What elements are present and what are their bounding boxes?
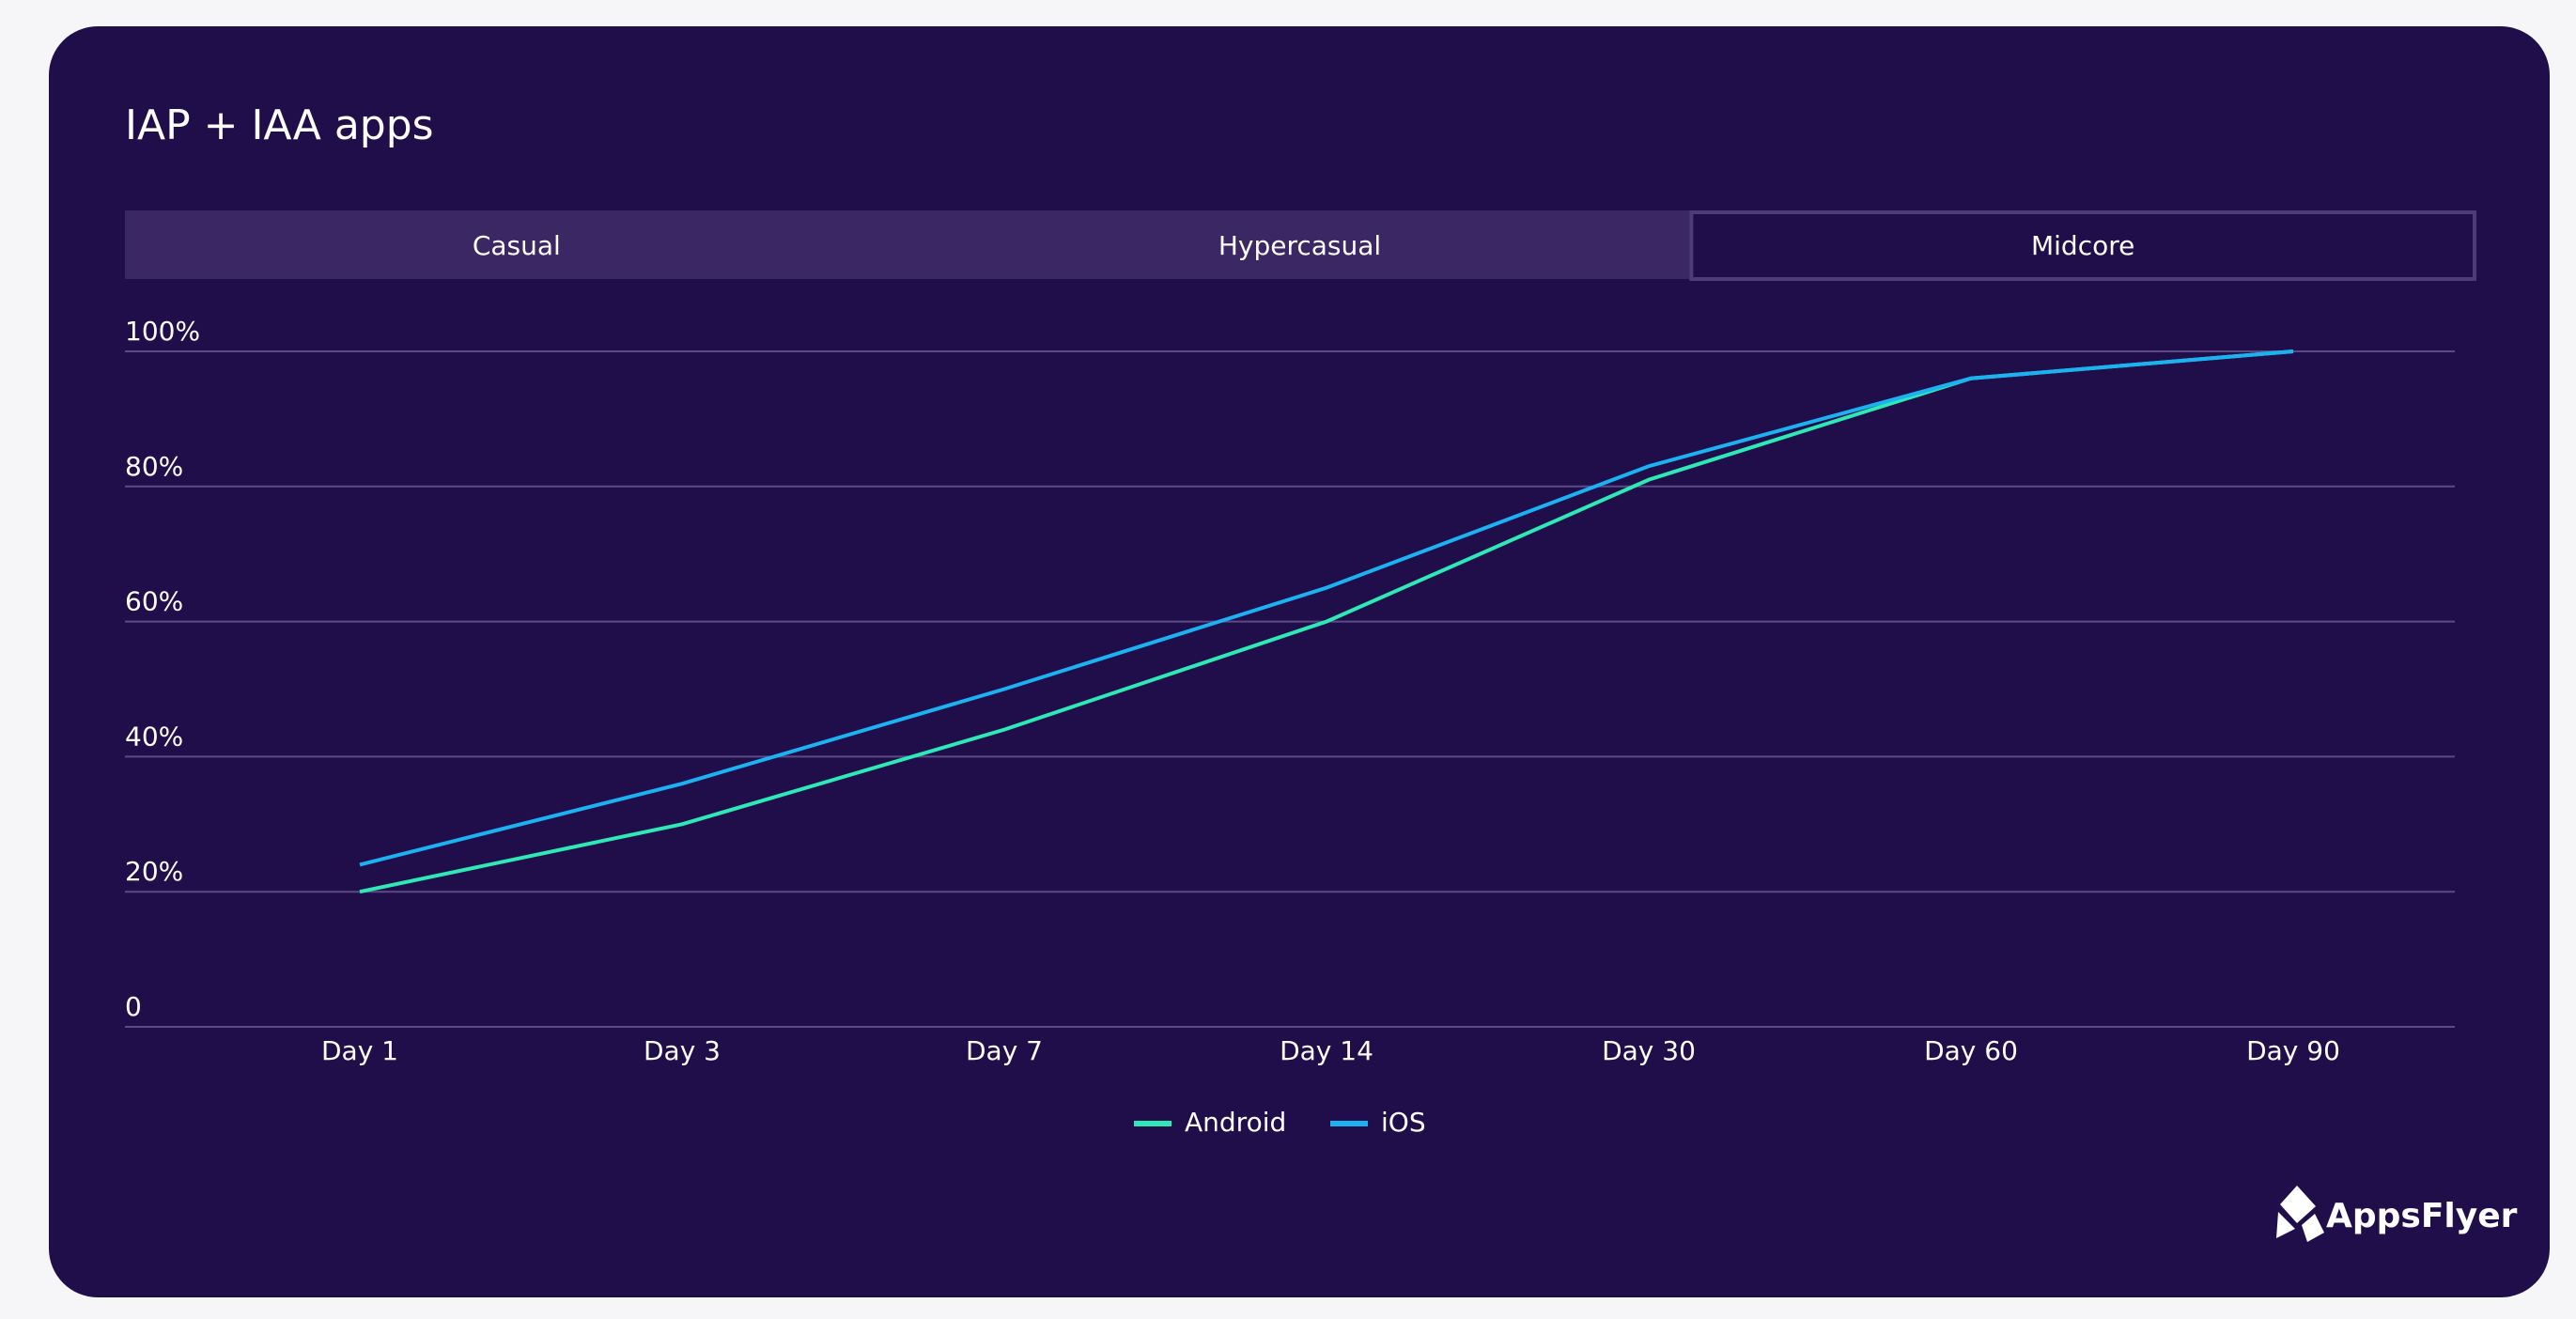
x-tick-label: Day 30 [1602, 1035, 1696, 1066]
y-tick-label: 0 [125, 991, 142, 1022]
y-tick-label: 20% [125, 856, 183, 887]
y-tick-label: 40% [125, 721, 183, 752]
tab-label[interactable]: Midcore [2031, 230, 2134, 261]
x-tick-label: Day 14 [1280, 1035, 1373, 1066]
x-tick-label: Day 60 [1924, 1035, 2018, 1066]
chart-title: IAP + IAA apps [125, 101, 434, 149]
y-tick-label: 80% [125, 451, 183, 482]
x-tick-label: Day 7 [966, 1035, 1043, 1066]
logo-text: AppsFlyer [2326, 1197, 2518, 1235]
x-tick-label: Day 1 [321, 1035, 398, 1066]
y-tick-label: 100% [125, 316, 200, 347]
legend-label: Android [1185, 1107, 1286, 1138]
line-series [359, 349, 2294, 867]
tab-label[interactable]: Casual [473, 230, 561, 261]
legend-label: iOS [1381, 1107, 1426, 1138]
y-tick-label: 60% [125, 586, 183, 617]
card [49, 26, 2550, 1297]
tab-active[interactable] [1689, 210, 2477, 281]
tab-label[interactable]: Hypercasual [1218, 230, 1381, 261]
x-tick-label: Day 3 [644, 1035, 721, 1066]
x-tick-label: Day 90 [2246, 1035, 2340, 1066]
logo: AppsFlyer [2276, 1186, 2518, 1242]
logo-mark [2276, 1186, 2324, 1242]
